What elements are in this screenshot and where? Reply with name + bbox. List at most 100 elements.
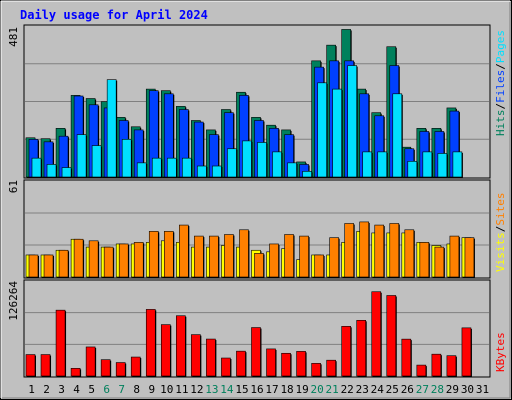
bar-sites-day-1 xyxy=(28,254,39,278)
x-tick-label-day-19: 19 xyxy=(295,383,308,396)
bar-pages-day-2 xyxy=(46,164,57,178)
bar-pages-day-26 xyxy=(407,161,418,178)
bar-kbytes-day-6 xyxy=(100,359,111,377)
x-tick-label-day-31: 31 xyxy=(476,383,489,396)
legend-hits-files-pages: Hits/Files/Pages xyxy=(494,30,507,136)
bar-kbytes-day-10 xyxy=(160,324,171,377)
x-tick-label-day-6: 6 xyxy=(103,383,110,396)
bar-pages-day-14 xyxy=(227,148,237,178)
panel-2 xyxy=(23,179,491,279)
bar-pages-day-28 xyxy=(437,153,448,178)
bar-pages-day-17 xyxy=(272,151,282,178)
bar-sites-day-17 xyxy=(269,243,279,278)
bar-pages-day-8 xyxy=(136,162,147,178)
legend-legend-top-item-1: / xyxy=(494,103,507,110)
legend-legend-middle-item-1: / xyxy=(494,226,507,233)
bar-sites-day-4 xyxy=(73,238,84,278)
chart-panels xyxy=(23,24,491,378)
x-tick-label-day-12: 12 xyxy=(190,383,203,396)
bar-pages-day-15 xyxy=(242,140,252,178)
x-tick-label-day-13: 13 xyxy=(205,383,218,396)
svg-text:KBytes: KBytes xyxy=(494,332,507,372)
x-tick-label-day-1: 1 xyxy=(28,383,35,396)
bar-sites-day-15 xyxy=(239,229,249,278)
bar-sites-day-11 xyxy=(179,224,189,278)
x-tick-label-day-15: 15 xyxy=(235,383,248,396)
bar-pages-day-12 xyxy=(197,165,207,178)
bar-kbytes-day-22 xyxy=(341,326,351,377)
bar-sites-day-22 xyxy=(344,223,354,278)
bar-kbytes-day-18 xyxy=(281,352,291,377)
bar-sites-day-20 xyxy=(314,254,324,278)
x-tick-label-day-22: 22 xyxy=(341,383,354,396)
panel-2-ymax-label: 61 xyxy=(7,180,20,193)
bar-kbytes-day-23 xyxy=(356,320,367,377)
x-tick-label-day-28: 28 xyxy=(431,383,444,396)
x-tick-label-day-20: 20 xyxy=(311,383,324,396)
x-tick-label-day-8: 8 xyxy=(133,383,140,396)
bar-kbytes-day-7 xyxy=(115,362,126,377)
x-tick-label-day-4: 4 xyxy=(73,383,80,396)
x-tick-label-day-27: 27 xyxy=(416,383,429,396)
x-tick-label-day-21: 21 xyxy=(326,383,339,396)
bar-kbytes-day-17 xyxy=(266,348,276,377)
bar-kbytes-day-12 xyxy=(191,334,201,377)
x-tick-label-day-3: 3 xyxy=(58,383,65,396)
x-tick-label-day-23: 23 xyxy=(356,383,369,396)
bar-sites-day-2 xyxy=(43,254,54,278)
bar-kbytes-day-29 xyxy=(446,355,457,377)
bar-pages-day-7 xyxy=(121,139,132,178)
bar-sites-day-9 xyxy=(148,231,159,278)
bar-pages-day-16 xyxy=(257,142,267,178)
legend-legend-middle-item-0: Visits xyxy=(494,232,507,272)
bar-kbytes-day-26 xyxy=(401,338,412,377)
bar-pages-day-29 xyxy=(452,151,463,178)
bar-pages-day-24 xyxy=(377,151,388,178)
chart-title: Daily usage for April 2024 xyxy=(20,8,208,22)
bar-pages-day-10 xyxy=(166,157,177,178)
bar-pages-day-18 xyxy=(287,162,297,178)
bar-sites-day-12 xyxy=(194,235,204,278)
bar-sites-day-26 xyxy=(404,229,415,278)
bar-sites-day-8 xyxy=(133,242,144,278)
x-tick-label-day-2: 2 xyxy=(43,383,50,396)
bar-pages-day-1 xyxy=(31,157,42,178)
bar-sites-day-28 xyxy=(434,246,445,278)
bar-pages-day-5 xyxy=(91,145,102,178)
bar-kbytes-day-15 xyxy=(236,350,246,377)
bar-kbytes-day-16 xyxy=(251,327,261,377)
x-tick-label-day-11: 11 xyxy=(175,383,188,396)
panel-3 xyxy=(23,279,491,378)
bar-pages-day-13 xyxy=(212,165,222,178)
bar-sites-day-14 xyxy=(224,234,234,278)
bar-pages-day-23 xyxy=(362,151,373,178)
x-axis-day-labels: 1 2 3 4 5 6 7 8 9 10 11 12 13 14 15 16 17 18 19 20 21 22 23 24 2… xyxy=(28,383,489,396)
panel-1-ymax-label: 481 xyxy=(7,27,20,47)
bar-sites-day-30 xyxy=(464,237,475,278)
bar-sites-day-29 xyxy=(449,235,460,278)
bar-kbytes-day-21 xyxy=(326,359,336,377)
bar-pages-day-4 xyxy=(76,134,87,178)
bar-kbytes-day-14 xyxy=(221,357,231,377)
bar-pages-day-3 xyxy=(61,167,72,178)
bar-sites-day-24 xyxy=(374,224,385,278)
bar-sites-day-5 xyxy=(88,240,99,278)
bar-kbytes-day-24 xyxy=(371,291,382,377)
bar-sites-day-25 xyxy=(389,223,400,278)
legend-legend-top-item-3: / xyxy=(494,63,507,70)
bar-sites-day-27 xyxy=(419,242,430,278)
x-tick-label-day-10: 10 xyxy=(160,383,173,396)
bar-sites-day-18 xyxy=(284,234,294,278)
x-tick-label-day-5: 5 xyxy=(88,383,95,396)
bar-kbytes-day-4 xyxy=(70,368,81,377)
bar-sites-day-16 xyxy=(254,253,264,278)
bar-pages-day-27 xyxy=(422,151,433,178)
bar-sites-day-19 xyxy=(299,235,309,278)
bar-kbytes-day-13 xyxy=(206,338,216,377)
panel-1 xyxy=(23,24,491,179)
bar-sites-day-3 xyxy=(58,249,69,278)
bar-sites-day-23 xyxy=(359,221,370,278)
legend-kbytes: KBytes xyxy=(494,332,507,372)
x-tick-label-day-18: 18 xyxy=(280,383,293,396)
